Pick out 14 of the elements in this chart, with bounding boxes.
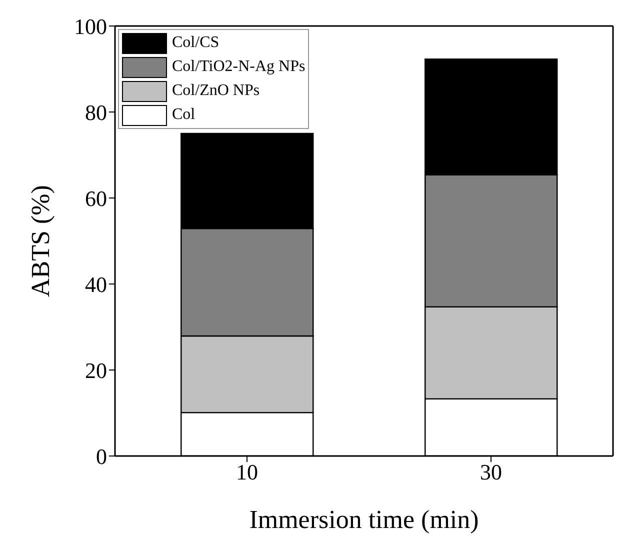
x-axis-title: Immersion time (min) bbox=[249, 505, 479, 534]
legend-label: Col/CS bbox=[172, 33, 220, 53]
y-tick-label: 20 bbox=[85, 358, 107, 383]
y-tick-label: 60 bbox=[85, 186, 107, 211]
legend-label: Col/TiO2-N-Ag NPs bbox=[172, 57, 306, 77]
y-tick-label: 100 bbox=[74, 14, 107, 39]
y-tick-label: 80 bbox=[85, 100, 107, 125]
x-tick-label: 10 bbox=[236, 460, 258, 485]
y-tick-label: 40 bbox=[85, 272, 107, 297]
legend-label: Col bbox=[172, 105, 196, 125]
y-tick-label: 0 bbox=[96, 444, 107, 469]
y-axis-title: ABTS (%) bbox=[26, 185, 56, 297]
x-tick-label: 30 bbox=[480, 460, 502, 485]
legend-label: Col/ZnO NPs bbox=[172, 81, 260, 101]
